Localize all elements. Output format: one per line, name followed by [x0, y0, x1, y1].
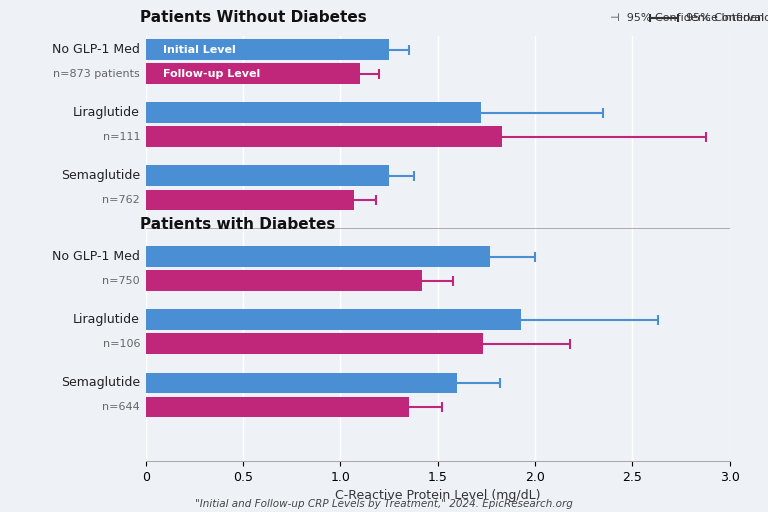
Bar: [146, 270, 422, 291]
Bar: [146, 373, 457, 393]
Text: No GLP-1 Med: No GLP-1 Med: [52, 43, 140, 56]
Text: n=750: n=750: [102, 276, 140, 286]
Text: "Initial and Follow-up CRP Levels by Treatment," 2024. EpicResearch.org: "Initial and Follow-up CRP Levels by Tre…: [195, 499, 573, 509]
Bar: [146, 126, 502, 147]
Bar: [146, 397, 409, 417]
Text: Liraglutide: Liraglutide: [73, 313, 140, 326]
Bar: [146, 333, 482, 354]
Text: n=111: n=111: [103, 132, 140, 142]
Text: Patients Without Diabetes: Patients Without Diabetes: [140, 10, 367, 25]
Bar: [146, 102, 481, 123]
Text: 95% Confidence Interval: 95% Confidence Interval: [686, 13, 768, 23]
Bar: [146, 39, 389, 60]
Text: Semaglutide: Semaglutide: [61, 169, 140, 182]
Text: No GLP-1 Med: No GLP-1 Med: [52, 250, 140, 263]
X-axis label: C-Reactive Protein Level (mg/dL): C-Reactive Protein Level (mg/dL): [335, 489, 541, 502]
Bar: [146, 189, 354, 210]
Text: Initial Level: Initial Level: [164, 45, 237, 54]
Text: ⊣  95% Confidence Interval: ⊣ 95% Confidence Interval: [610, 13, 764, 23]
Text: Patients with Diabetes: Patients with Diabetes: [140, 217, 336, 232]
Bar: [146, 63, 360, 84]
Bar: [146, 309, 521, 330]
Text: n=106: n=106: [103, 339, 140, 349]
Text: n=644: n=644: [102, 402, 140, 412]
Text: Follow-up Level: Follow-up Level: [164, 69, 260, 79]
Text: n=873 patients: n=873 patients: [53, 69, 140, 79]
Text: Semaglutide: Semaglutide: [61, 376, 140, 390]
Bar: [146, 165, 389, 186]
Bar: [146, 246, 490, 267]
Text: n=762: n=762: [102, 195, 140, 205]
Text: Liraglutide: Liraglutide: [73, 106, 140, 119]
